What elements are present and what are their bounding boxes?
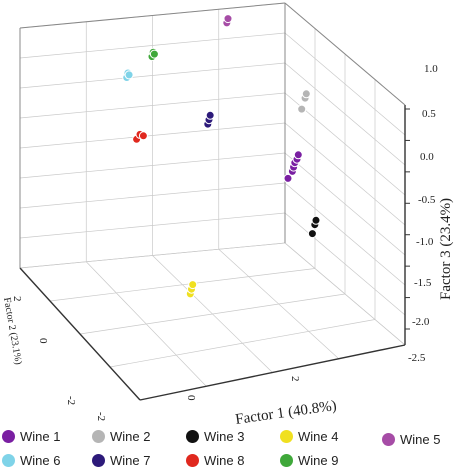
gridline — [218, 248, 339, 360]
legend-marker — [92, 454, 105, 467]
gridline — [19, 152, 286, 179]
legend-label: Wine 6 — [20, 453, 61, 468]
legend-item-wine-2: Wine 2 — [92, 429, 150, 444]
legend-item-wine-3: Wine 3 — [186, 429, 244, 444]
data-point-wine-4 — [188, 280, 198, 290]
legend-marker — [2, 454, 15, 467]
axis-line — [284, 2, 406, 106]
gridline — [19, 92, 286, 119]
z-tick-label: -1.5 — [414, 277, 432, 289]
y-tick-label: -2 — [65, 396, 77, 405]
legend-label: Wine 9 — [298, 453, 339, 468]
z-tick-label: 0.5 — [422, 108, 436, 120]
gridline — [19, 182, 286, 209]
legend-marker — [186, 454, 199, 467]
legend-item-wine-6: Wine 6 — [2, 453, 60, 468]
legend-marker — [186, 430, 199, 443]
z-axis-title: Factor 3 (23.4%) — [438, 198, 454, 300]
legend-marker — [280, 454, 293, 467]
axis-line — [19, 267, 141, 401]
data-point-wine-5 — [223, 14, 233, 24]
data-point-wine-1 — [283, 173, 293, 183]
z-tick-label: -1.0 — [416, 236, 434, 248]
data-points — [122, 14, 321, 299]
gridline — [284, 182, 406, 286]
gridline — [19, 212, 286, 239]
gridline — [284, 62, 406, 166]
data-point-wine-2 — [297, 104, 307, 114]
data-point-wine-8 — [138, 131, 148, 141]
z-tick-label: 1.0 — [424, 63, 438, 75]
gridline — [79, 293, 346, 335]
data-point-wine-1 — [293, 150, 303, 160]
axis-ticks: 1.0 0.5 0.0 -0.5 -1.0 -1.5 -2.0 -2.5 -2 … — [11, 63, 438, 421]
axis-line — [139, 344, 406, 401]
legend-label: Wine 1 — [20, 429, 61, 444]
gridline — [19, 122, 286, 149]
legend-item-wine-9: Wine 9 — [280, 453, 338, 468]
z-tick-label: -2.5 — [408, 352, 426, 364]
legend-item-wine-1: Wine 1 — [2, 429, 60, 444]
legend-item-wine-7: Wine 7 — [92, 453, 150, 468]
gridline — [284, 212, 406, 316]
data-point-wine-3 — [307, 229, 317, 239]
axis-line — [19, 2, 286, 29]
legend-marker — [92, 430, 105, 443]
legend: Wine 1 Wine 2 Wine 3 Wine 4 Wine 5 Wine … — [0, 426, 474, 474]
gridline — [19, 62, 286, 89]
gridline — [19, 32, 286, 59]
legend-label: Wine 8 — [204, 453, 245, 468]
z-tick-label: -2.0 — [412, 316, 430, 328]
legend-item-wine-4: Wine 4 — [280, 429, 338, 444]
y-tick-label: 0 — [37, 338, 49, 344]
legend-marker — [280, 430, 293, 443]
legend-label: Wine 4 — [298, 429, 339, 444]
data-point-wine-2 — [301, 89, 311, 99]
z-tick-label: 0.0 — [420, 151, 434, 163]
x-tick-label: 2 — [289, 376, 301, 382]
grid-walls — [19, 2, 410, 401]
legend-label: Wine 5 — [400, 432, 441, 447]
gridline — [284, 32, 406, 136]
data-point-wine-9 — [149, 49, 159, 59]
x-axis-title: Factor 1 (40.8%) — [234, 398, 337, 428]
data-point-wine-6 — [124, 70, 134, 80]
gridline — [284, 122, 406, 226]
data-point-wine-3 — [311, 215, 321, 225]
legend-label: Wine 2 — [110, 429, 151, 444]
x-tick-label: -2 — [95, 412, 107, 421]
legend-label: Wine 3 — [204, 429, 245, 444]
gridline — [109, 319, 376, 368]
gridline — [284, 152, 406, 256]
gridline — [284, 242, 406, 346]
z-tick-label: -0.5 — [418, 194, 436, 206]
legend-marker — [2, 430, 15, 443]
data-point-wine-7 — [205, 110, 215, 120]
x-tick-label: 0 — [185, 395, 197, 401]
legend-marker — [382, 433, 395, 446]
legend-label: Wine 7 — [110, 453, 151, 468]
y-tick-label: 2 — [11, 296, 23, 302]
legend-item-wine-5: Wine 5 — [382, 432, 440, 447]
y-axis-title: Factor 2 (23.1%) — [1, 297, 24, 366]
legend-item-wine-8: Wine 8 — [186, 453, 244, 468]
